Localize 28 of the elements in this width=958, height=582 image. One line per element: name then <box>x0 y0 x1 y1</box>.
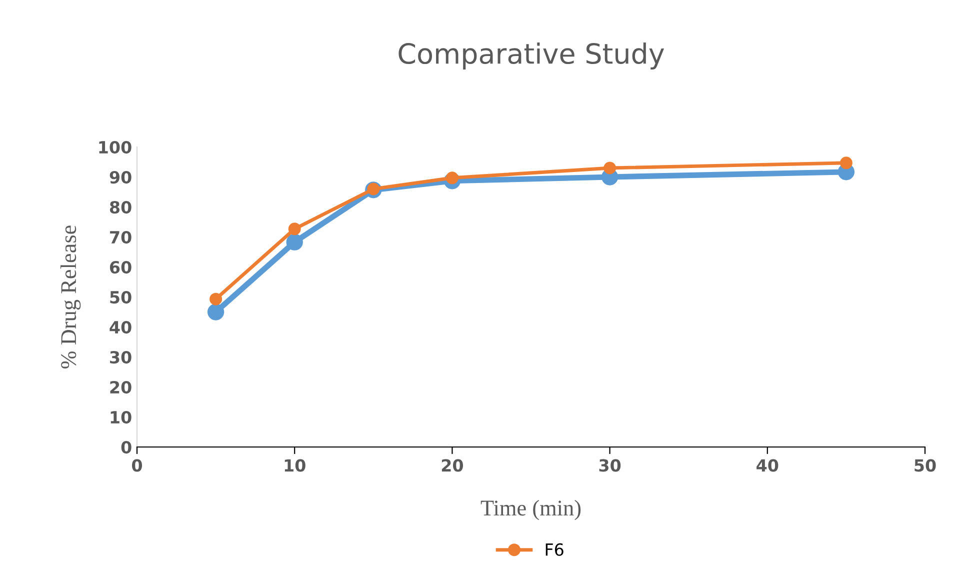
point <box>288 222 301 236</box>
x-axis-title: Time (min) <box>480 500 581 520</box>
y-tick-label: 0 <box>121 440 132 454</box>
y-tick-label: 90 <box>110 170 132 184</box>
y-tick-label: 10 <box>110 410 132 424</box>
y-axis-title: % Drug Release <box>60 226 81 368</box>
x-tick-label: 20 <box>442 459 463 472</box>
y-tick-label: 20 <box>110 380 132 394</box>
point <box>210 292 222 306</box>
x-tick-label: 10 <box>284 459 306 472</box>
point <box>840 156 852 170</box>
y-tick-label: 70 <box>110 230 132 244</box>
legend-label: F6 <box>546 543 564 556</box>
y-tick-label: 40 <box>110 320 132 334</box>
point <box>604 162 616 174</box>
x-tick-label: 50 <box>914 459 936 472</box>
x-tick-label: 0 <box>132 459 142 472</box>
y-tick-label: 50 <box>110 290 132 304</box>
x-tick-label: 30 <box>599 459 621 472</box>
chart-title: Comparative Study <box>398 42 664 70</box>
y-tick-label: 30 <box>110 350 132 364</box>
y-tick-label: 80 <box>110 200 132 214</box>
point <box>286 234 303 250</box>
point <box>207 304 224 320</box>
point <box>446 172 458 184</box>
y-tick-label: 100 <box>99 140 132 154</box>
x-tick-label: 40 <box>756 459 778 472</box>
y-tick-label: 60 <box>110 260 132 274</box>
